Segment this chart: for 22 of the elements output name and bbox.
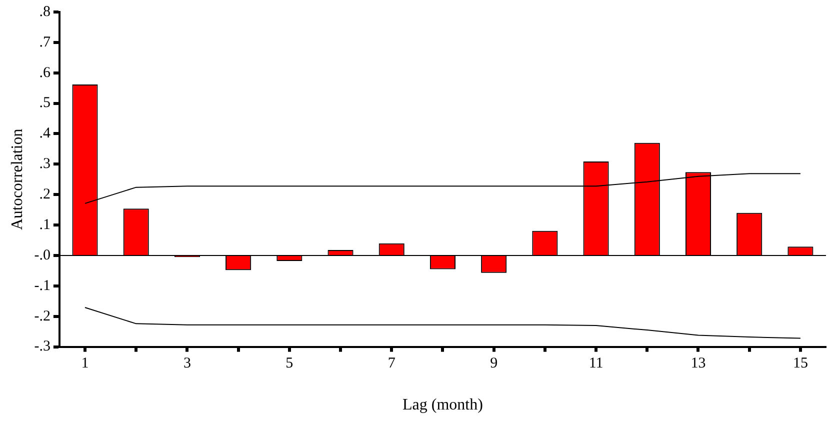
- y-tick-label: .5: [39, 95, 50, 112]
- y-tick-label: .3: [39, 156, 50, 172]
- y-tick-label: .1: [39, 216, 50, 233]
- x-axis-title: Lag (month): [402, 396, 483, 414]
- y-tick-label: .7: [39, 34, 51, 50]
- x-tick-label: 11: [588, 356, 604, 372]
- x-tick-label: 15: [792, 356, 808, 372]
- y-tick-label: -.1: [34, 278, 50, 294]
- x-tick-label: 3: [183, 356, 191, 372]
- y-tick-label: -.0: [34, 247, 50, 264]
- x-tick-label: 9: [490, 356, 498, 372]
- x-tick-label: 5: [286, 356, 294, 372]
- y-tick-label: .2: [39, 186, 50, 203]
- y-tick-label: .6: [39, 64, 51, 81]
- y-tick-label: .4: [39, 126, 51, 142]
- x-tick-label: 13: [690, 356, 706, 372]
- x-tick-label: 1: [81, 356, 89, 372]
- x-tick-label: 7: [388, 356, 396, 372]
- y-tick-label: -.3: [34, 338, 50, 355]
- y-tick-label: -.2: [34, 308, 50, 324]
- y-tick-label: .8: [39, 4, 50, 20]
- y-axis-title: Autocorrelation: [8, 128, 26, 230]
